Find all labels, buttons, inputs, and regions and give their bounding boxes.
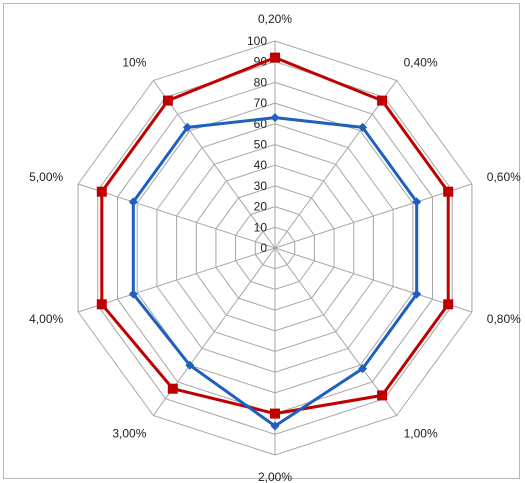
category-label: 0,40% xyxy=(404,56,438,70)
category-labels: 0,20% 0,40% 0,60% 0,80% 1,00% 2,00% 3,00% 4,00%… xyxy=(29,12,521,483)
grid-spoke xyxy=(274,183,473,249)
data-point xyxy=(443,299,454,310)
grid-spoke xyxy=(77,247,276,313)
category-label: 1,00% xyxy=(404,426,438,440)
grid-spoke xyxy=(274,247,473,313)
data-point xyxy=(270,113,280,123)
data-point xyxy=(128,197,138,207)
category-label: 0,20% xyxy=(258,12,292,26)
data-point xyxy=(96,186,107,197)
tick-label: 20 xyxy=(254,200,268,214)
data-point xyxy=(167,383,178,394)
tick-label: 80 xyxy=(254,75,268,89)
grid-spoke xyxy=(152,80,276,249)
tick-label: 0 xyxy=(260,241,267,255)
tick-label: 50 xyxy=(254,138,268,152)
data-point xyxy=(128,289,138,299)
category-label: 5,00% xyxy=(29,170,63,184)
series-1 xyxy=(96,52,454,419)
series-2 xyxy=(128,113,422,431)
data-point xyxy=(358,364,368,374)
category-label: 0,80% xyxy=(487,312,521,326)
category-label: 4,00% xyxy=(29,312,63,326)
data-point xyxy=(412,289,422,299)
category-label: 3,00% xyxy=(112,426,146,440)
tick-label: 40 xyxy=(254,158,268,172)
tick-label: 30 xyxy=(254,179,268,193)
chart-frame xyxy=(3,3,520,479)
data-point xyxy=(182,122,192,132)
data-point xyxy=(377,95,388,106)
series-layer xyxy=(96,52,454,431)
data-point xyxy=(185,360,195,370)
tick-label: 100 xyxy=(247,34,267,48)
data-point xyxy=(377,390,388,401)
category-label: 0,60% xyxy=(487,170,521,184)
data-point xyxy=(358,122,368,132)
data-point xyxy=(270,421,280,431)
data-point xyxy=(270,408,280,419)
grid-spoke xyxy=(274,80,398,249)
radar-grid xyxy=(77,40,473,456)
data-point xyxy=(412,197,422,207)
grid-spoke xyxy=(77,183,276,249)
data-point xyxy=(162,95,173,106)
grid-spoke xyxy=(274,247,398,416)
category-label: 2,00% xyxy=(258,470,292,483)
tick-label: 70 xyxy=(254,96,268,110)
data-point xyxy=(270,52,280,63)
category-label: 10% xyxy=(122,56,146,70)
data-point xyxy=(443,186,454,197)
data-point xyxy=(96,299,107,310)
tick-label: 10 xyxy=(254,220,268,234)
